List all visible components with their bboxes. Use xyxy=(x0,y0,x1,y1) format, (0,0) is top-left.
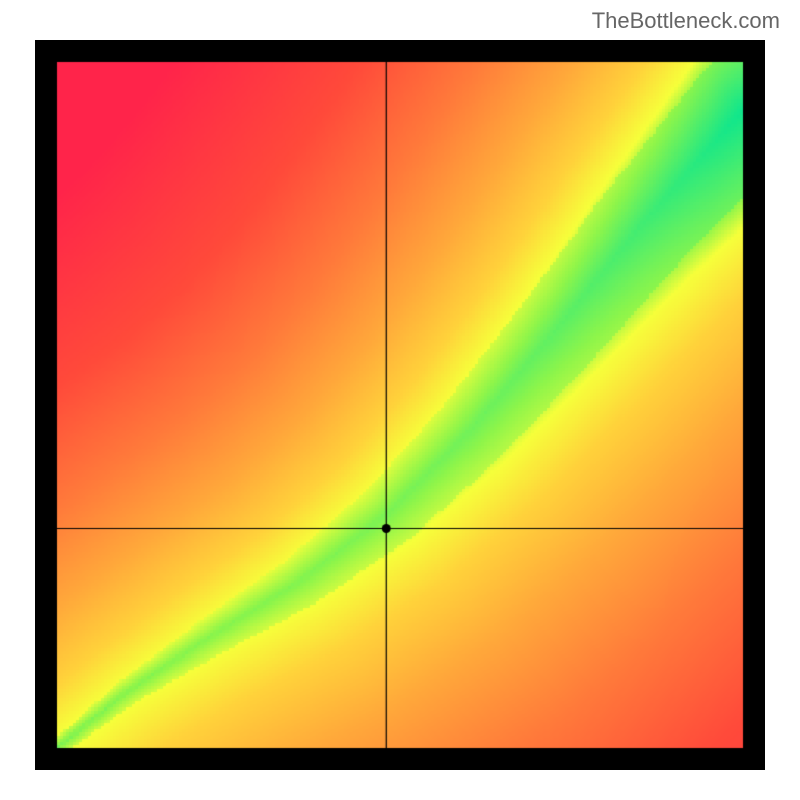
bottleneck-heatmap-canvas xyxy=(35,40,765,770)
watermark-text: TheBottleneck.com xyxy=(592,8,780,34)
bottleneck-heatmap-frame xyxy=(35,40,765,770)
